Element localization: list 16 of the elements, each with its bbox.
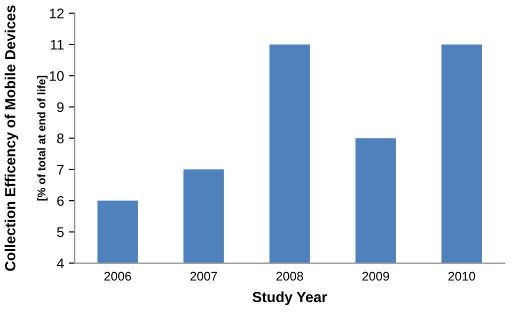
y-tick-label: 12 [50,8,64,18]
y-tick-label: 8 [57,134,64,144]
y-tick-label: 10 [50,71,64,81]
y-tick-label: 7 [57,164,64,174]
y-tick-label: 4 [56,258,64,268]
x-tick-label: 2008 [276,272,304,281]
x-axis-title: Study Year [252,291,328,306]
text: Collection Efficency of Mobile Devices [% of total at end of life] [4,5,48,271]
y-tick-label: 6 [57,196,64,206]
x-tick-label: 2007 [190,272,217,281]
x-tick-label: 2006 [104,272,132,281]
x-tick-label: 2010 [448,272,476,281]
y-tick-label: 11 [50,40,64,50]
y-tick-label: 9 [57,102,64,112]
x-tick-label: 2009 [362,272,390,281]
y-tick-label: 5 [57,227,64,238]
